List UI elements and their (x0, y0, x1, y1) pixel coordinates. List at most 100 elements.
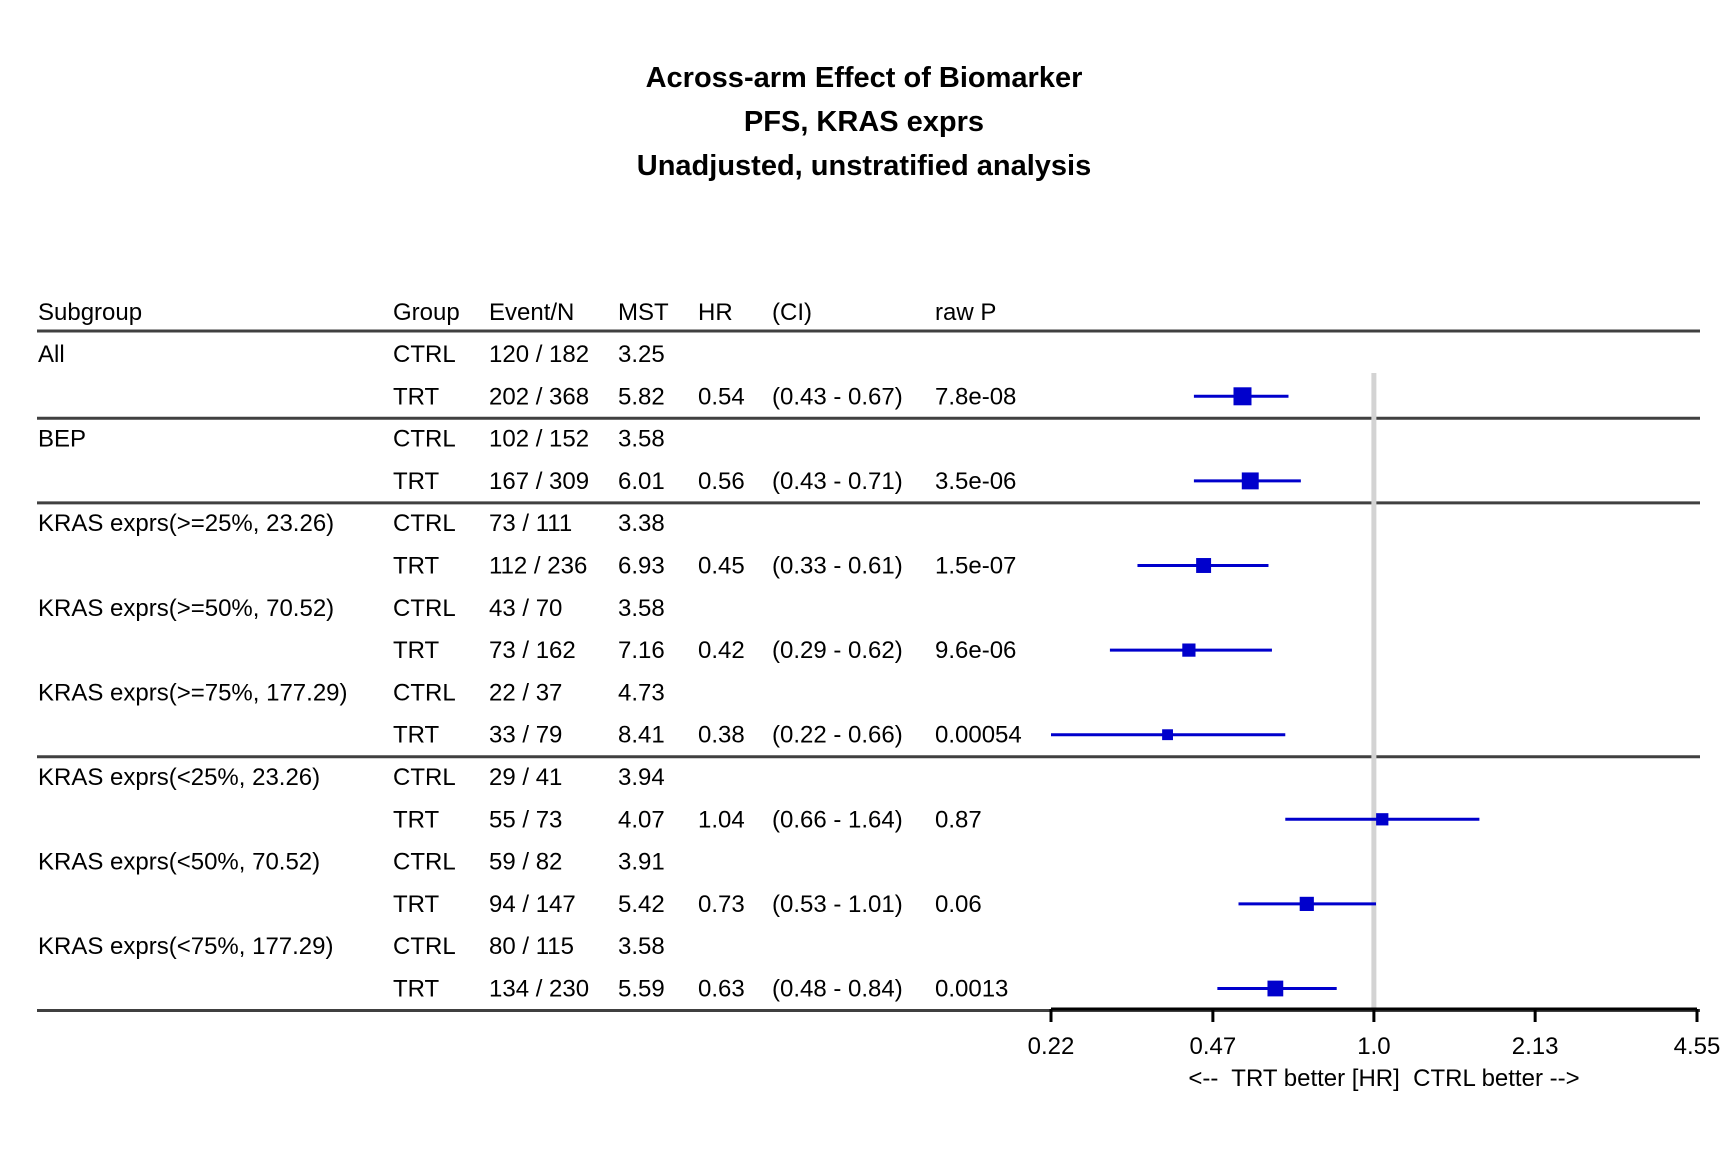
event-n-value: 167 / 309 (489, 468, 589, 495)
event-n-value: 120 / 182 (489, 341, 589, 368)
group-label: TRT (393, 468, 440, 495)
event-n-value: 43 / 70 (489, 595, 562, 622)
mst-value: 8.41 (618, 722, 665, 749)
hr-point-marker (1267, 980, 1284, 997)
chart-title-line-3: Unadjusted, unstratified analysis (636, 150, 1092, 182)
x-axis-label: <-- TRT better [HR] CTRL better --> (1188, 1065, 1579, 1092)
raw-p-value: 7.8e-08 (935, 383, 1016, 410)
hr-value: 0.56 (698, 468, 745, 495)
subgroup-label: BEP (38, 426, 86, 453)
event-n-value: 59 / 82 (489, 849, 562, 876)
group-label: TRT (393, 806, 440, 833)
hr-value: 0.42 (698, 637, 745, 664)
header-mst: MST (618, 299, 669, 326)
x-axis-tick-label: 0.47 (1190, 1033, 1237, 1060)
event-n-value: 73 / 111 (489, 510, 572, 537)
group-label: TRT (393, 637, 440, 664)
chart-title-line-1: Across-arm Effect of Biomarker (645, 62, 1083, 94)
group-label: CTRL (393, 679, 456, 706)
header-subgroup: Subgroup (38, 299, 142, 326)
hr-point-marker (1233, 387, 1252, 406)
mst-value: 6.01 (618, 468, 665, 495)
hr-value: 1.04 (698, 806, 745, 833)
ci-value: (0.43 - 0.71) (772, 468, 903, 495)
hr-value: 0.45 (698, 553, 745, 580)
event-n-value: 29 / 41 (489, 764, 562, 791)
mst-value: 5.59 (618, 976, 665, 1003)
group-label: CTRL (393, 764, 456, 791)
raw-p-value: 9.6e-06 (935, 637, 1016, 664)
event-n-value: 94 / 147 (489, 891, 576, 918)
event-n-value: 80 / 115 (489, 933, 574, 960)
ci-value: (0.66 - 1.64) (772, 806, 903, 833)
subgroup-label: KRAS exprs(<75%, 177.29) (38, 933, 334, 960)
mst-value: 3.94 (618, 764, 665, 791)
x-axis-tick-label: 1.0 (1357, 1033, 1390, 1060)
chart-title-line-2: PFS, KRAS exprs (743, 106, 985, 138)
subgroup-label: KRAS exprs(>=25%, 23.26) (38, 510, 334, 537)
mst-value: 3.25 (618, 341, 665, 368)
event-n-value: 22 / 37 (489, 679, 562, 706)
mst-value: 4.73 (618, 679, 665, 706)
event-n-value: 202 / 368 (489, 383, 589, 410)
raw-p-value: 0.00054 (935, 722, 1022, 749)
mst-value: 5.42 (618, 891, 665, 918)
ci-value: (0.29 - 0.62) (772, 637, 903, 664)
event-n-value: 112 / 236 (489, 553, 587, 580)
x-axis-tick-label: 4.55 (1674, 1033, 1721, 1060)
mst-value: 3.58 (618, 426, 665, 453)
subgroup-label: KRAS exprs(<50%, 70.52) (38, 849, 320, 876)
mst-value: 5.82 (618, 383, 665, 410)
hr-point-marker (1299, 896, 1314, 911)
group-label: TRT (393, 891, 440, 918)
header-ci: (CI) (772, 299, 812, 326)
event-n-value: 55 / 73 (489, 806, 562, 833)
event-n-value: 134 / 230 (489, 976, 589, 1003)
raw-p-value: 0.87 (935, 806, 982, 833)
group-label: CTRL (393, 426, 456, 453)
hr-value: 0.38 (698, 722, 745, 749)
x-axis-tick-label: 2.13 (1512, 1033, 1559, 1060)
mst-value: 4.07 (618, 806, 665, 833)
event-n-value: 102 / 152 (489, 426, 589, 453)
header-raw-p: raw P (935, 299, 996, 326)
mst-value: 7.16 (618, 637, 665, 664)
event-n-value: 73 / 162 (489, 637, 576, 664)
ci-value: (0.22 - 0.66) (772, 722, 903, 749)
x-axis-tick-label: 0.22 (1028, 1033, 1075, 1060)
subgroup-label: KRAS exprs(<25%, 23.26) (38, 764, 320, 791)
mst-value: 6.93 (618, 553, 665, 580)
hr-value: 0.63 (698, 976, 745, 1003)
header-group: Group (393, 299, 460, 326)
raw-p-value: 0.06 (935, 891, 982, 918)
group-label: CTRL (393, 849, 456, 876)
ci-value: (0.53 - 1.01) (772, 891, 903, 918)
event-n-value: 33 / 79 (489, 722, 562, 749)
group-label: CTRL (393, 595, 456, 622)
header-event-n: Event/N (489, 299, 574, 326)
raw-p-value: 0.0013 (935, 976, 1008, 1003)
group-label: CTRL (393, 933, 456, 960)
hr-value: 0.73 (698, 891, 745, 918)
raw-p-value: 3.5e-06 (935, 468, 1016, 495)
header-hr: HR (698, 299, 733, 326)
mst-value: 3.38 (618, 510, 665, 537)
ci-value: (0.33 - 0.61) (772, 553, 903, 580)
subgroup-label: KRAS exprs(>=50%, 70.52) (38, 595, 334, 622)
ci-value: (0.43 - 0.67) (772, 383, 903, 410)
hr-point-marker (1182, 643, 1196, 657)
group-label: TRT (393, 553, 440, 580)
mst-value: 3.58 (618, 933, 665, 960)
hr-point-marker (1241, 472, 1259, 490)
ci-value: (0.48 - 0.84) (772, 976, 903, 1003)
group-label: CTRL (393, 510, 456, 537)
hr-point-marker (1376, 813, 1389, 826)
subgroup-label: All (38, 341, 65, 368)
mst-value: 3.58 (618, 595, 665, 622)
hr-value: 0.54 (698, 383, 745, 410)
hr-point-marker (1162, 729, 1173, 741)
subgroup-label: KRAS exprs(>=75%, 177.29) (38, 679, 348, 706)
mst-value: 3.91 (618, 849, 665, 876)
raw-p-value: 1.5e-07 (935, 553, 1016, 580)
